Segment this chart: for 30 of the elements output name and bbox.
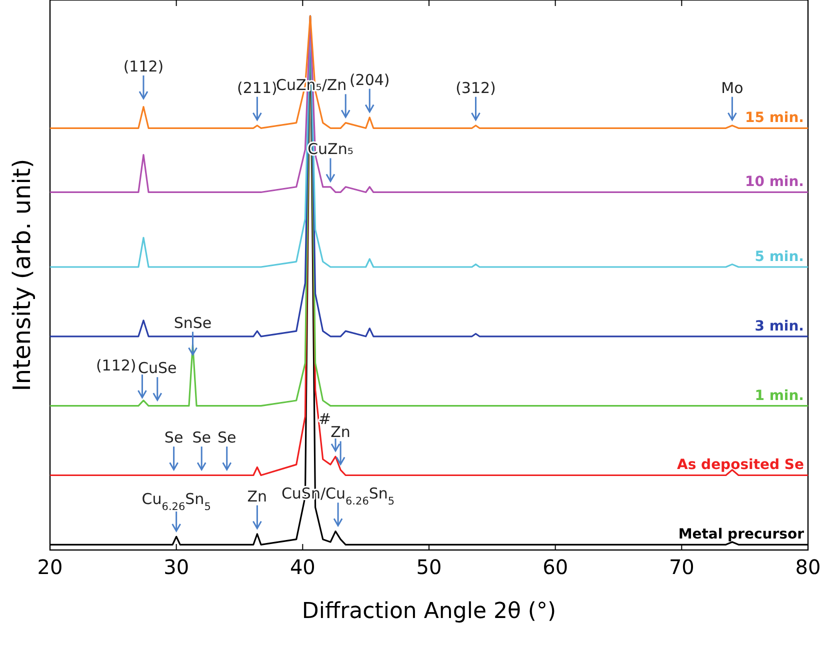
annotation: Zn (247, 487, 268, 506)
annotation: (112) (123, 57, 164, 76)
x-tick-label: 40 (290, 555, 316, 579)
annotation: (312) (456, 78, 496, 97)
annotation: (204) (349, 70, 390, 89)
series-label: 1 min. (754, 388, 804, 404)
annotation: # (318, 410, 332, 428)
x-tick-label: 20 (37, 555, 63, 579)
series-label: 15 min. (744, 110, 804, 126)
series-label: Metal precursor (678, 526, 804, 543)
x-tick-label: 80 (795, 555, 821, 579)
x-tick-label: 60 (542, 555, 568, 579)
series-label: 3 min. (754, 318, 804, 334)
annotation: Mo (721, 78, 744, 97)
x-axis-title: Diffraction Angle 2θ (°) (302, 599, 556, 624)
annotation: SnSe (174, 314, 212, 332)
annotation: (211) (237, 78, 278, 97)
x-tick-label: 30 (164, 555, 190, 579)
annotation: Se (192, 428, 211, 447)
series-label: 10 min. (744, 174, 804, 190)
annotation: (112) (96, 356, 136, 374)
annotation: Se (164, 428, 184, 447)
annotation: Se (217, 428, 236, 447)
x-tick-label: 70 (668, 555, 694, 579)
annotation: CuSe (138, 359, 177, 378)
series-label: 5 min. (754, 248, 804, 265)
annotation: Cu$_{6.26}$Sn$_{5}$ (142, 490, 211, 513)
y-axis-title: Intensity (arb. unit) (8, 158, 36, 392)
x-tick-label: 50 (416, 555, 442, 579)
series-label: As deposited Se (677, 457, 804, 474)
